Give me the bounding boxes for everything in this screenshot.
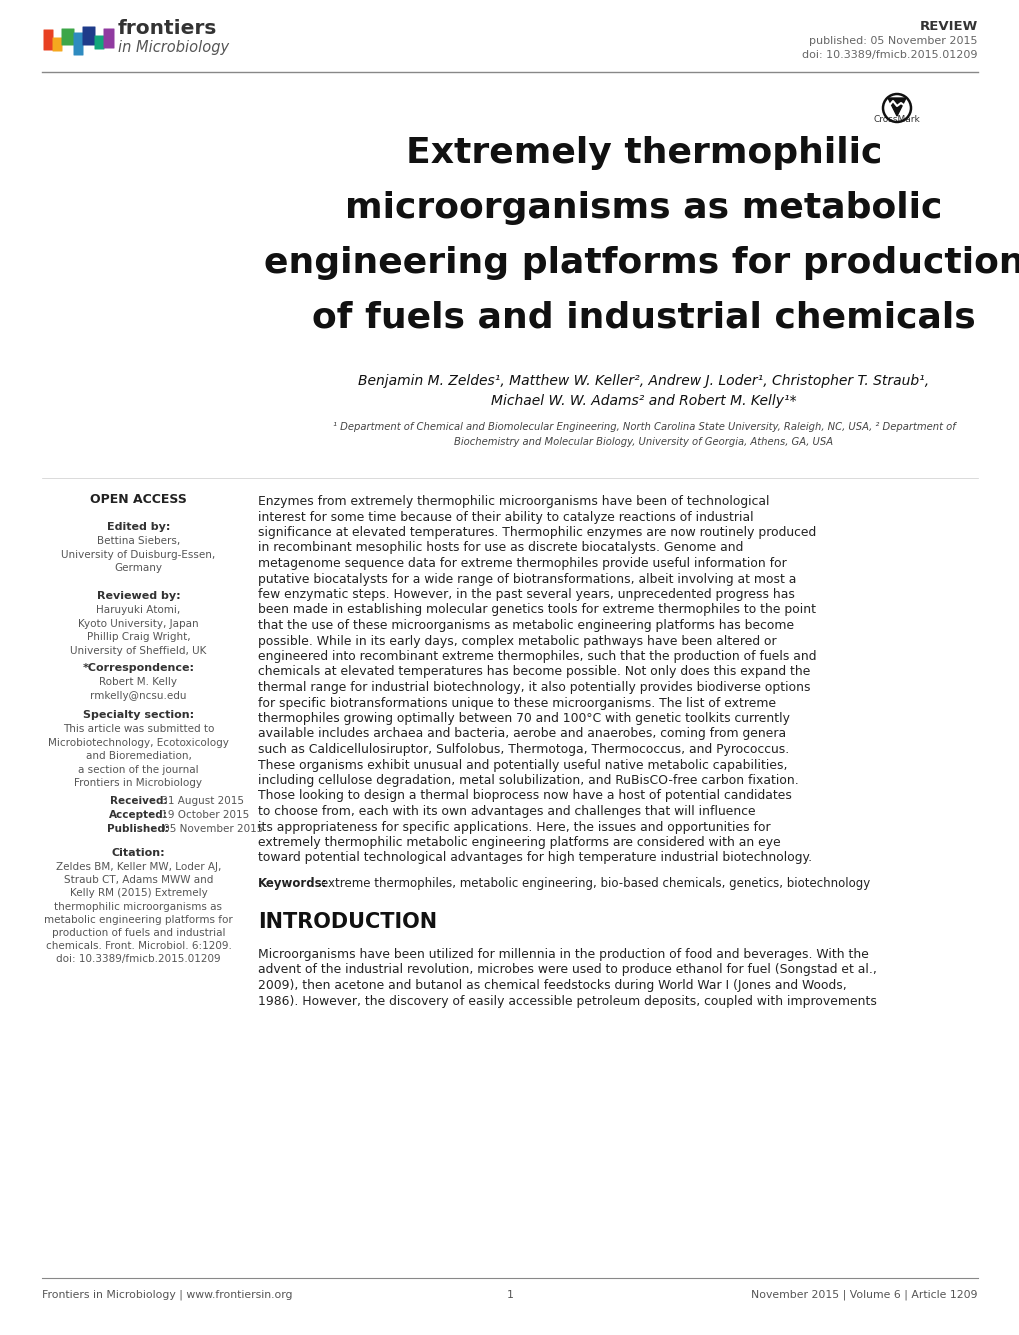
Text: published: 05 November 2015: published: 05 November 2015: [809, 36, 977, 45]
Text: metagenome sequence data for extreme thermophiles provide useful information for: metagenome sequence data for extreme the…: [258, 557, 786, 570]
Text: Enzymes from extremely thermophilic microorganisms have been of technological: Enzymes from extremely thermophilic micr…: [258, 495, 768, 509]
Text: Robert M. Kelly
rmkelly@ncsu.edu: Robert M. Kelly rmkelly@ncsu.edu: [90, 677, 186, 701]
Text: such as Caldicellulosiruptor, Sulfolobus, Thermotoga, Thermococcus, and Pyrococc: such as Caldicellulosiruptor, Sulfolobus…: [258, 744, 789, 756]
Text: Published:: Published:: [107, 824, 169, 834]
Text: Received:: Received:: [110, 796, 167, 806]
Text: been made in establishing molecular genetics tools for extreme thermophiles to t: been made in establishing molecular gene…: [258, 603, 815, 617]
Text: putative biocatalysts for a wide range of biotransformations, albeit involving a: putative biocatalysts for a wide range o…: [258, 573, 796, 586]
Text: 2009), then acetone and butanol as chemical feedstocks during World War I (Jones: 2009), then acetone and butanol as chemi…: [258, 979, 846, 992]
FancyBboxPatch shape: [61, 28, 74, 45]
Text: Benjamin M. Zeldes¹, Matthew W. Keller², Andrew J. Loder¹, Christopher T. Straub: Benjamin M. Zeldes¹, Matthew W. Keller²,…: [358, 374, 928, 388]
Text: 1986). However, the discovery of easily accessible petroleum deposits, coupled w: 1986). However, the discovery of easily …: [258, 995, 876, 1008]
Text: OPEN ACCESS: OPEN ACCESS: [90, 493, 186, 506]
Text: its appropriateness for specific applications. Here, the issues and opportunitie: its appropriateness for specific applica…: [258, 821, 770, 833]
Text: Frontiers in Microbiology | www.frontiersin.org: Frontiers in Microbiology | www.frontier…: [42, 1290, 292, 1300]
Text: This article was submitted to
Microbiotechnology, Ecotoxicology
and Bioremediati: This article was submitted to Microbiote…: [48, 724, 228, 789]
Text: Those looking to design a thermal bioprocess now have a host of potential candid: Those looking to design a thermal biopro…: [258, 789, 791, 802]
Text: interest for some time because of their ability to catalyze reactions of industr: interest for some time because of their …: [258, 510, 753, 523]
FancyBboxPatch shape: [52, 37, 62, 52]
Text: doi: 10.3389/fmicb.2015.01209: doi: 10.3389/fmicb.2015.01209: [802, 49, 977, 60]
FancyBboxPatch shape: [95, 36, 104, 49]
Text: Reviewed by:: Reviewed by:: [97, 591, 180, 601]
Text: microorganisms as metabolic: microorganisms as metabolic: [345, 191, 942, 226]
Text: in recombinant mesophilic hosts for use as discrete biocatalysts. Genome and: in recombinant mesophilic hosts for use …: [258, 542, 743, 554]
Text: available includes archaea and bacteria, aerobe and anaerobes, coming from gener: available includes archaea and bacteria,…: [258, 728, 786, 741]
Text: significance at elevated temperatures. Thermophilic enzymes are now routinely pr: significance at elevated temperatures. T…: [258, 526, 815, 539]
Text: Specialty section:: Specialty section:: [83, 710, 194, 720]
Text: November 2015 | Volume 6 | Article 1209: November 2015 | Volume 6 | Article 1209: [751, 1290, 977, 1300]
Text: Keywords:: Keywords:: [258, 877, 327, 890]
Text: Haruyuki Atomi,
Kyoto University, Japan
Phillip Craig Wright,
University of Shef: Haruyuki Atomi, Kyoto University, Japan …: [70, 605, 207, 655]
Text: of fuels and industrial chemicals: of fuels and industrial chemicals: [312, 300, 975, 335]
Text: Extremely thermophilic: Extremely thermophilic: [406, 136, 881, 170]
Text: Citation:: Citation:: [111, 848, 165, 858]
Text: Michael W. W. Adams² and Robert M. Kelly¹*: Michael W. W. Adams² and Robert M. Kelly…: [491, 394, 796, 409]
Text: *Correspondence:: *Correspondence:: [83, 663, 195, 673]
Polygon shape: [888, 97, 905, 116]
FancyBboxPatch shape: [44, 29, 53, 51]
Text: Edited by:: Edited by:: [107, 522, 170, 533]
Text: 1: 1: [506, 1290, 513, 1300]
Text: INTRODUCTION: INTRODUCTION: [258, 912, 437, 932]
Text: REVIEW: REVIEW: [919, 20, 977, 33]
Text: 05 November 2015: 05 November 2015: [160, 824, 264, 834]
Text: extreme thermophiles, metabolic engineering, bio-based chemicals, genetics, biot: extreme thermophiles, metabolic engineer…: [321, 877, 869, 890]
Text: extremely thermophilic metabolic engineering platforms are considered with an ey: extremely thermophilic metabolic enginee…: [258, 836, 780, 849]
Text: thermophiles growing optimally between 70 and 100°C with genetic toolkits curren: thermophiles growing optimally between 7…: [258, 712, 790, 725]
Text: chemicals at elevated temperatures has become possible. Not only does this expan: chemicals at elevated temperatures has b…: [258, 666, 809, 678]
Text: few enzymatic steps. However, in the past several years, unprecedented progress : few enzymatic steps. However, in the pas…: [258, 587, 794, 601]
Text: thermal range for industrial biotechnology, it also potentially provides biodive: thermal range for industrial biotechnolo…: [258, 681, 810, 694]
Text: engineered into recombinant extreme thermophiles, such that the production of fu: engineered into recombinant extreme ther…: [258, 650, 815, 663]
FancyBboxPatch shape: [73, 32, 84, 56]
Text: including cellulose degradation, metal solubilization, and RuBisCO-free carbon f: including cellulose degradation, metal s…: [258, 774, 798, 788]
Text: Zeldes BM, Keller MW, Loder AJ,
Straub CT, Adams MWW and
Kelly RM (2015) Extreme: Zeldes BM, Keller MW, Loder AJ, Straub C…: [44, 862, 232, 964]
Text: Microorganisms have been utilized for millennia in the production of food and be: Microorganisms have been utilized for mi…: [258, 948, 868, 961]
Text: ¹ Department of Chemical and Biomolecular Engineering, North Carolina State Univ: ¹ Department of Chemical and Biomolecula…: [332, 422, 955, 433]
Text: for specific biotransformations unique to these microorganisms. The list of extr: for specific biotransformations unique t…: [258, 697, 775, 709]
Text: in Microbiology: in Microbiology: [118, 40, 229, 55]
Text: engineering platforms for production: engineering platforms for production: [264, 246, 1019, 280]
Text: frontiers: frontiers: [118, 19, 217, 37]
Text: Biochemistry and Molecular Biology, University of Georgia, Athens, GA, USA: Biochemistry and Molecular Biology, Univ…: [454, 437, 833, 447]
Text: advent of the industrial revolution, microbes were used to produce ethanol for f: advent of the industrial revolution, mic…: [258, 964, 876, 976]
Text: that the use of these microorganisms as metabolic engineering platforms has beco: that the use of these microorganisms as …: [258, 619, 794, 631]
Text: to choose from, each with its own advantages and challenges that will influence: to choose from, each with its own advant…: [258, 805, 755, 818]
Text: These organisms exhibit unusual and potentially useful native metabolic capabili: These organisms exhibit unusual and pote…: [258, 758, 787, 772]
Text: toward potential technological advantages for high temperature industrial biotec: toward potential technological advantage…: [258, 852, 811, 865]
FancyBboxPatch shape: [83, 27, 96, 45]
Text: 31 August 2015: 31 August 2015: [158, 796, 245, 806]
Text: Bettina Siebers,
University of Duisburg-Essen,
Germany: Bettina Siebers, University of Duisburg-…: [61, 535, 215, 573]
Text: CrossMark: CrossMark: [872, 115, 919, 124]
Text: possible. While in its early days, complex metabolic pathways have been altered : possible. While in its early days, compl…: [258, 634, 775, 647]
FancyBboxPatch shape: [103, 28, 114, 48]
Text: Accepted:: Accepted:: [109, 810, 168, 820]
Text: 19 October 2015: 19 October 2015: [158, 810, 250, 820]
